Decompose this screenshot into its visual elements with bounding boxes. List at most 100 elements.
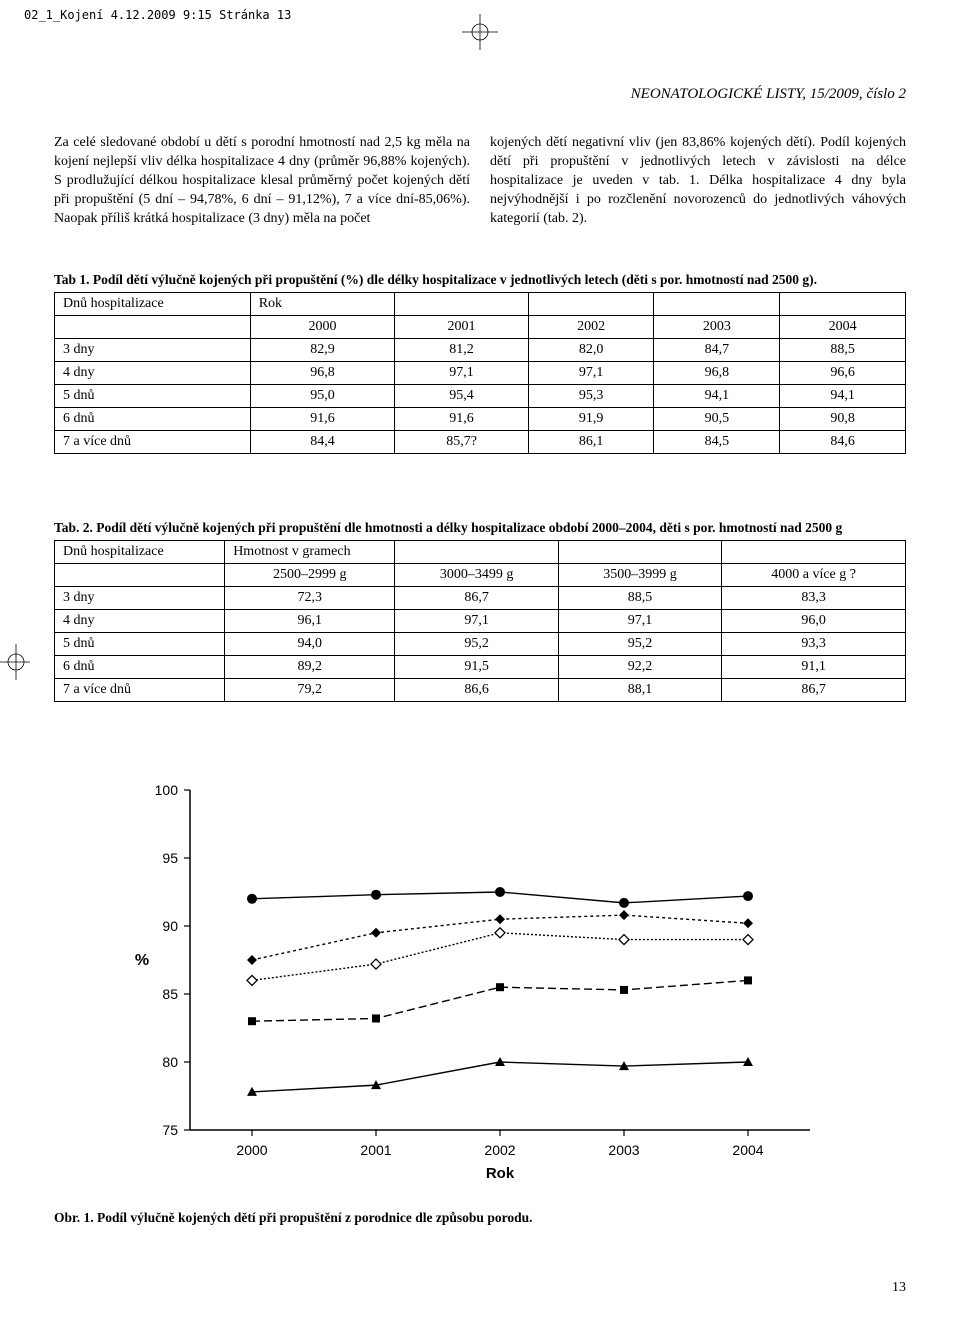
table-cell: 85,7? — [395, 431, 528, 454]
table-cell: 97,1 — [528, 362, 654, 385]
table-cell — [55, 564, 225, 587]
table-cell: 91,9 — [528, 408, 654, 431]
table-cell: 5 dnů — [55, 633, 225, 656]
table-cell: 95,4 — [395, 385, 528, 408]
table-row: 7 a více dnů84,485,7?86,184,584,6 — [55, 431, 906, 454]
table-row: Dnů hospitalizace Rok — [55, 293, 906, 316]
table-header-cell: Rok — [250, 293, 395, 316]
table-cell: 91,6 — [395, 408, 528, 431]
page-number: 13 — [892, 1280, 906, 1296]
table-header-cell: Dnů hospitalizace — [55, 293, 251, 316]
table-cell: 89,2 — [225, 656, 395, 679]
table-row: 5 dnů95,095,495,394,194,1 — [55, 385, 906, 408]
svg-text:2002: 2002 — [484, 1142, 515, 1158]
table-cell: 4000 a více g ? — [722, 564, 906, 587]
svg-text:95: 95 — [162, 850, 178, 866]
svg-text:2004: 2004 — [732, 1142, 763, 1158]
page: 02_1_Kojení 4.12.2009 9:15 Stránka 13 NE… — [0, 0, 960, 1324]
svg-text:75: 75 — [162, 1122, 178, 1138]
table-cell: 82,9 — [250, 339, 395, 362]
table-header-cell: Hmotnost v gramech — [225, 541, 395, 564]
table-row: 7 a více dnů79,286,688,186,7 — [55, 679, 906, 702]
svg-text:2003: 2003 — [608, 1142, 639, 1158]
table-cell: 95,2 — [558, 633, 721, 656]
table-row: 3 dny82,981,282,084,788,5 — [55, 339, 906, 362]
table-cell: 4 dny — [55, 610, 225, 633]
table-cell: 86,6 — [395, 679, 558, 702]
table-cell: 84,5 — [654, 431, 780, 454]
table-cell: 88,5 — [558, 587, 721, 610]
table-cell: 7 a více dnů — [55, 431, 251, 454]
table-cell: 3500–3999 g — [558, 564, 721, 587]
table-header-cell — [722, 541, 906, 564]
table-cell: 2002 — [528, 316, 654, 339]
table-cell: 2004 — [780, 316, 906, 339]
table-row: 2000 2001 2002 2003 2004 — [55, 316, 906, 339]
table-cell: 93,3 — [722, 633, 906, 656]
table-cell: 6 dnů — [55, 408, 251, 431]
table-cell: 86,1 — [528, 431, 654, 454]
table-row: 6 dnů89,291,592,291,1 — [55, 656, 906, 679]
table-cell: 97,1 — [395, 610, 558, 633]
table-cell: 3 dny — [55, 339, 251, 362]
table-row: Dnů hospitalizace Hmotnost v gramech — [55, 541, 906, 564]
table-cell: 91,5 — [395, 656, 558, 679]
table-row: 3 dny72,386,788,583,3 — [55, 587, 906, 610]
table-cell: 88,1 — [558, 679, 721, 702]
table-1: Dnů hospitalizace Rok 2000 2001 2002 200… — [54, 292, 906, 454]
table-cell: 83,3 — [722, 587, 906, 610]
table-cell: 72,3 — [225, 587, 395, 610]
table-cell: 2500–2999 g — [225, 564, 395, 587]
table-cell: 91,1 — [722, 656, 906, 679]
table-cell: 2000 — [250, 316, 395, 339]
table-header-cell — [528, 293, 654, 316]
table-cell: 84,7 — [654, 339, 780, 362]
table-row: 4 dny96,897,197,196,896,6 — [55, 362, 906, 385]
table-cell: 97,1 — [558, 610, 721, 633]
body-text-columns: Za celé sledované období u dětí s porodn… — [54, 134, 906, 228]
table-cell: 96,1 — [225, 610, 395, 633]
paragraph-right: kojených dětí negativní vliv (jen 83,86%… — [490, 134, 906, 228]
table-cell: 97,1 — [395, 362, 528, 385]
table-cell: 5 dnů — [55, 385, 251, 408]
table-cell: 94,1 — [780, 385, 906, 408]
table-cell: 90,5 — [654, 408, 780, 431]
table-cell: 95,0 — [250, 385, 395, 408]
table-cell: 96,0 — [722, 610, 906, 633]
svg-text:Rok: Rok — [486, 1165, 515, 1182]
table-cell: 88,5 — [780, 339, 906, 362]
table-cell: 82,0 — [528, 339, 654, 362]
table-cell: 6 dnů — [55, 656, 225, 679]
chart-block: 758085909510020002001200220032004%Rok — [120, 770, 840, 1195]
table-header-cell: Dnů hospitalizace — [55, 541, 225, 564]
table-cell: 96,6 — [780, 362, 906, 385]
table-cell: 84,4 — [250, 431, 395, 454]
table-1-caption: Tab 1. Podíl dětí výlučně kojených při p… — [54, 272, 906, 288]
svg-text:85: 85 — [162, 986, 178, 1002]
table-row: 6 dnů91,691,691,990,590,8 — [55, 408, 906, 431]
table-row: 2500–2999 g 3000–3499 g 3500–3999 g 4000… — [55, 564, 906, 587]
table-header-cell — [780, 293, 906, 316]
table-cell: 90,8 — [780, 408, 906, 431]
table-header-cell — [654, 293, 780, 316]
registration-mark-left-icon — [0, 644, 30, 680]
file-header-line: 02_1_Kojení 4.12.2009 9:15 Stránka 13 — [24, 8, 291, 22]
table-2: Dnů hospitalizace Hmotnost v gramech 250… — [54, 540, 906, 702]
table-cell: 86,7 — [395, 587, 558, 610]
svg-text:%: % — [135, 952, 149, 969]
table-cell: 95,3 — [528, 385, 654, 408]
table-row: 5 dnů94,095,295,293,3 — [55, 633, 906, 656]
journal-title: NEONATOLOGICKÉ LISTY, 15/2009, číslo 2 — [631, 86, 906, 103]
table-cell: 94,1 — [654, 385, 780, 408]
table-cell: 91,6 — [250, 408, 395, 431]
registration-mark-top-icon — [462, 14, 498, 50]
table-row: 4 dny96,197,197,196,0 — [55, 610, 906, 633]
line-chart: 758085909510020002001200220032004%Rok — [120, 770, 840, 1190]
table-cell: 94,0 — [225, 633, 395, 656]
svg-text:90: 90 — [162, 918, 178, 934]
table-cell — [55, 316, 251, 339]
table-1-block: Tab 1. Podíl dětí výlučně kojených při p… — [54, 272, 906, 454]
table-cell: 3 dny — [55, 587, 225, 610]
figure-1-caption: Obr. 1. Podíl výlučně kojených dětí při … — [54, 1210, 532, 1226]
svg-text:100: 100 — [155, 782, 179, 798]
